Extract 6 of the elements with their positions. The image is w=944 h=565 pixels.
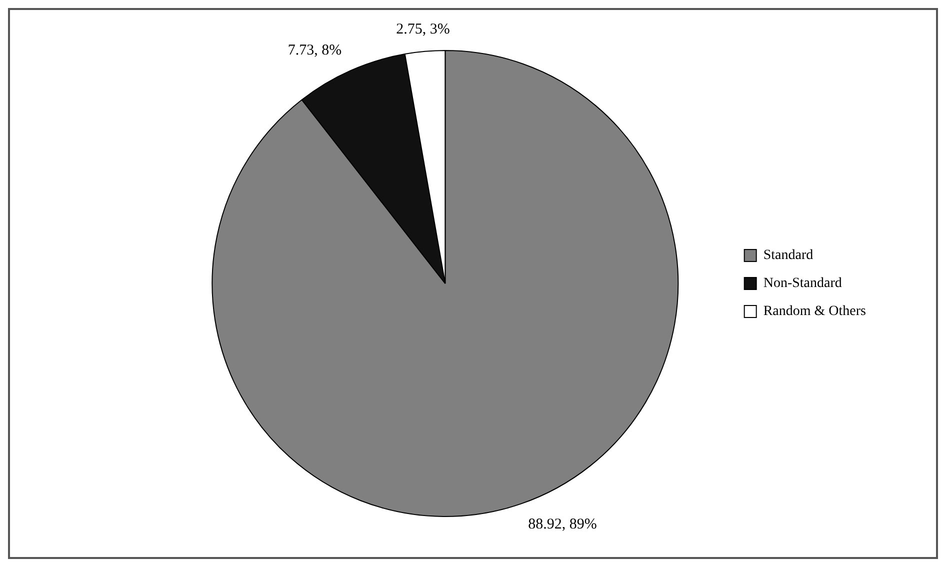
- legend-label: Random & Others: [763, 304, 866, 320]
- data-label: 7.73, 8%: [288, 42, 342, 58]
- data-label: 2.75, 3%: [396, 21, 450, 38]
- legend-label: Non-Standard: [763, 276, 842, 292]
- legend-label: Standard: [763, 248, 814, 264]
- data-label: 88.92, 89%: [528, 516, 597, 533]
